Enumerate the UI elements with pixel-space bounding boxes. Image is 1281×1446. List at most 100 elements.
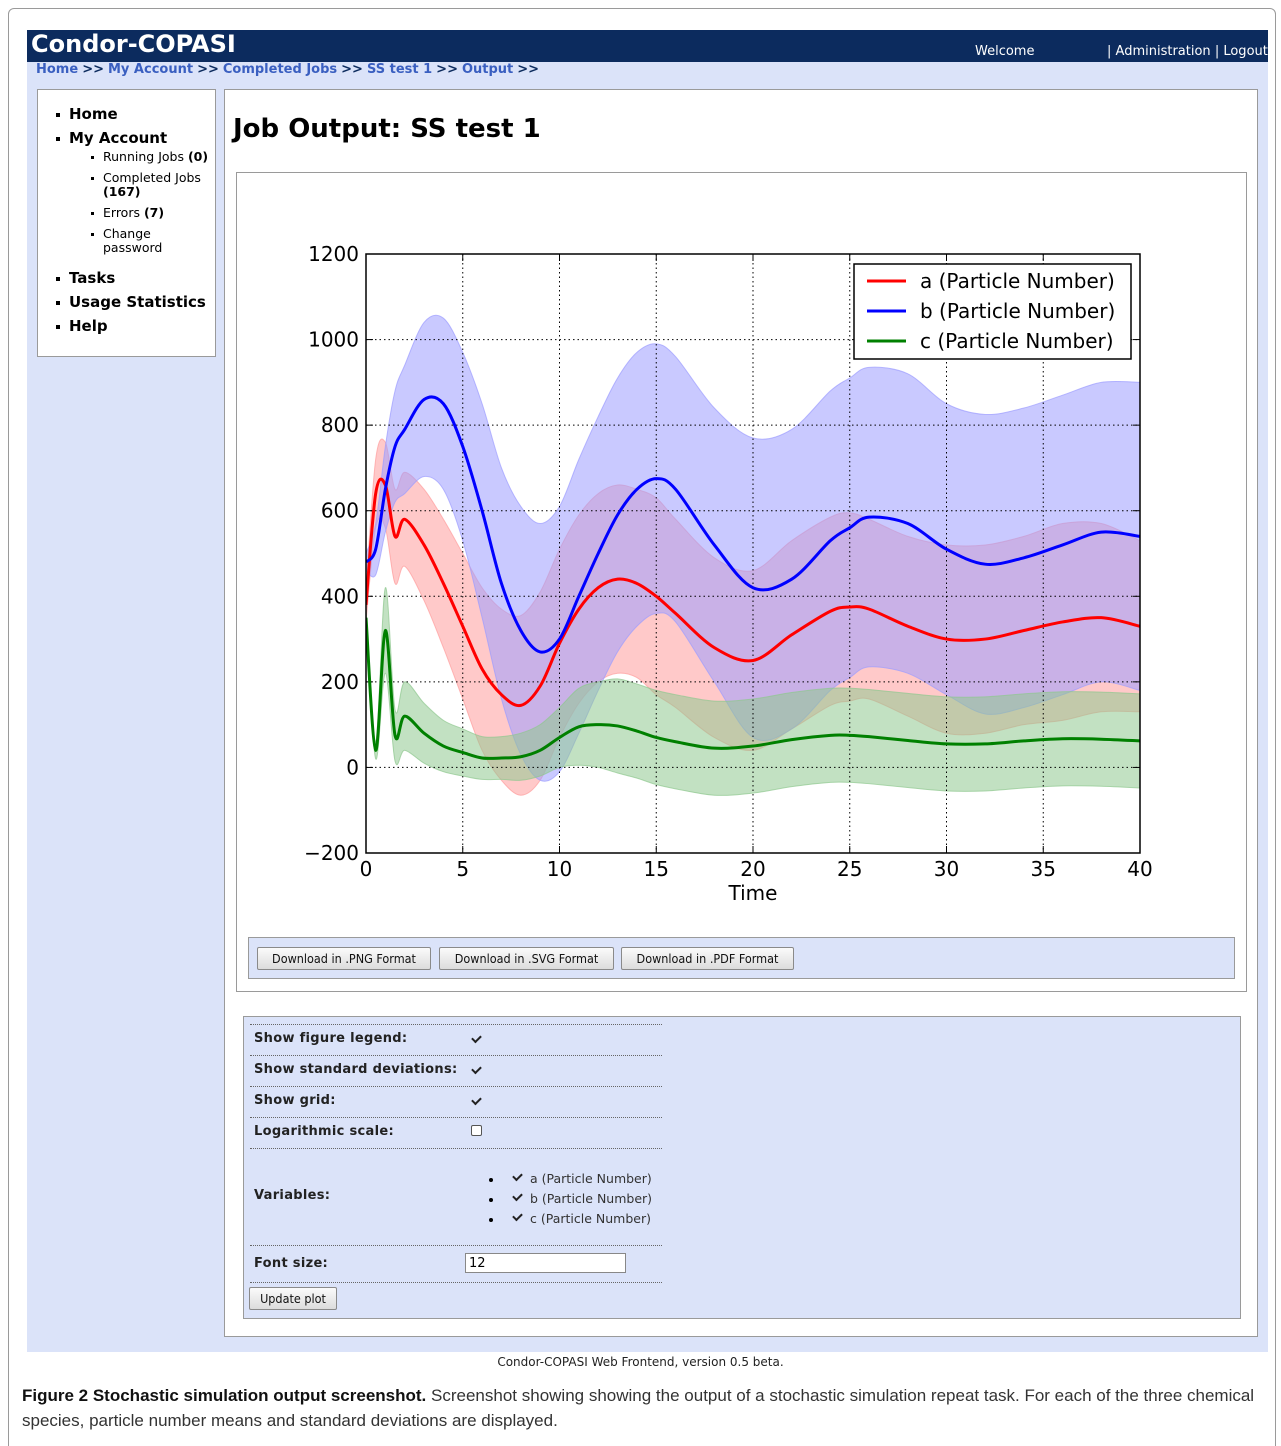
- menu-item: Home: [56, 102, 215, 126]
- menu-item: Tasks: [56, 266, 215, 290]
- download-button[interactable]: Download in .PDF Format: [621, 947, 794, 970]
- bullet: [489, 1218, 493, 1222]
- y-tick-label: 400: [321, 584, 359, 608]
- menu-item: My Account Running Jobs (0) Completed Jobs…: [56, 126, 215, 266]
- options-panel: Show figure legend: Show standard deviati…: [243, 1016, 1241, 1319]
- x-tick-label: 15: [644, 857, 669, 881]
- row-divider: [250, 1024, 662, 1025]
- row-divider: [250, 1282, 662, 1283]
- series-line: [366, 617, 1140, 760]
- checkbox[interactable]: [471, 1032, 482, 1044]
- y-tick-label: 1200: [308, 242, 359, 266]
- row-divider: [250, 1148, 662, 1149]
- submenu: Running Jobs (0) Completed Jobs (167) Erro…: [69, 150, 211, 266]
- variable-label: c (Particle Number): [530, 1211, 651, 1226]
- figure-frame: [8, 8, 1276, 1446]
- submenu-link[interactable]: Completed Jobs: [103, 170, 201, 185]
- legend-label: b (Particle Number): [920, 299, 1115, 323]
- menu-link[interactable]: Usage Statistics: [69, 293, 206, 311]
- checkbox[interactable]: [512, 1170, 523, 1182]
- variable-label: b (Particle Number): [530, 1191, 653, 1206]
- x-tick-label: 40: [1127, 857, 1152, 881]
- breadcrumb-separator: >>: [341, 62, 363, 77]
- menu-link[interactable]: Tasks: [69, 269, 116, 287]
- breadcrumb-link[interactable]: Completed Jobs: [222, 62, 338, 77]
- checkbox[interactable]: [471, 1125, 482, 1136]
- checkbox[interactable]: [471, 1094, 482, 1106]
- row-divider: [250, 1117, 662, 1118]
- menu-link[interactable]: My Account: [69, 129, 168, 147]
- update-button[interactable]: Update plot: [249, 1287, 337, 1310]
- y-tick-label: 800: [321, 413, 359, 437]
- breadcrumb-link[interactable]: SS test 1: [366, 62, 433, 77]
- y-tick-label: −200: [304, 841, 359, 865]
- plot-frame: [365, 253, 1141, 854]
- menu-link[interactable]: Home: [69, 105, 118, 123]
- logout-link[interactable]: Logout: [1223, 44, 1268, 59]
- breadcrumb: Home >> My Account >> Completed Jobs >> SS tes…: [36, 62, 543, 77]
- checkbox[interactable]: [512, 1210, 523, 1222]
- font-size-input[interactable]: 12: [465, 1253, 626, 1273]
- legend-label: c (Particle Number): [920, 329, 1114, 353]
- y-tick-label: 1000: [308, 328, 359, 352]
- breadcrumb-link[interactable]: My Account: [107, 62, 194, 77]
- breadcrumb-link[interactable]: Home: [36, 62, 79, 77]
- x-tick-label: 10: [547, 857, 572, 881]
- option-label: Variables:: [254, 1188, 331, 1203]
- submenu-item: Completed Jobs (167): [91, 171, 211, 199]
- welcome: Welcome: [975, 44, 1035, 59]
- y-tick-label: 0: [346, 755, 359, 779]
- x-tick-label: 30: [934, 857, 959, 881]
- x-tick-label: 35: [1031, 857, 1056, 881]
- submenu-link[interactable]: Change password: [103, 226, 163, 255]
- submenu-link[interactable]: Errors: [103, 205, 140, 220]
- header-links: | Administration | Logout: [1107, 44, 1268, 59]
- submenu-item: Change password: [91, 227, 211, 255]
- separator: |: [1214, 44, 1220, 59]
- bullet: [489, 1198, 493, 1202]
- row-divider: [250, 1245, 662, 1246]
- x-tick-label: 20: [740, 857, 765, 881]
- menu-item: Usage Statistics: [56, 290, 215, 314]
- option-label: Logarithmic scale:: [254, 1124, 394, 1139]
- breadcrumb-link[interactable]: Output: [461, 62, 514, 77]
- breadcrumb-separator: >>: [197, 62, 219, 77]
- variable-label: a (Particle Number): [530, 1171, 652, 1186]
- caption: Figure 2 Stochastic simulation output sc…: [22, 1383, 1267, 1433]
- download-button[interactable]: Download in .PNG Format: [257, 947, 431, 970]
- count: (0): [187, 149, 209, 164]
- count: (7): [143, 205, 165, 220]
- menu-link[interactable]: Help: [69, 317, 108, 335]
- checkbox[interactable]: [471, 1063, 482, 1075]
- option-label: Show figure legend:: [254, 1031, 408, 1046]
- plot-box: −200 0 200 400 600 800 1000 1200 0 5 10 15 20 25 30 35 4…: [236, 172, 1247, 992]
- caption-label: Figure 2 Stochastic simulation output sc…: [22, 1386, 427, 1405]
- row-divider: [250, 1055, 662, 1056]
- caption-text: Screenshot showing showing the output of…: [22, 1386, 1255, 1430]
- sidebar: Home My Account Running Jobs (0) Completed …: [37, 89, 216, 357]
- option-label: Show standard deviations:: [254, 1062, 458, 1077]
- header: Condor-COPASI Welcome | Administration |…: [27, 30, 1268, 62]
- submenu-item: Running Jobs (0): [91, 150, 211, 164]
- row-divider: [250, 1086, 662, 1087]
- count: (167): [103, 184, 141, 199]
- submenu-link[interactable]: Running Jobs: [103, 149, 184, 164]
- admin-link[interactable]: Administration: [1115, 44, 1211, 59]
- bullet: [489, 1178, 493, 1182]
- checkbox[interactable]: [512, 1190, 523, 1202]
- submenu-item: Errors (7): [91, 206, 211, 220]
- breadcrumb-separator: >>: [436, 62, 458, 77]
- x-axis-label: Time: [728, 881, 778, 905]
- separator: |: [1107, 44, 1112, 59]
- download-bar: Download in .PNG Format Download in .SVG …: [248, 937, 1235, 979]
- y-tick-label: 200: [321, 670, 359, 694]
- breadcrumb-separator: >>: [517, 62, 540, 77]
- breadcrumb-separator: >>: [82, 62, 104, 77]
- download-button[interactable]: Download in .SVG Format: [439, 947, 614, 970]
- option-label: Show grid:: [254, 1093, 336, 1108]
- y-tick-label: 600: [321, 499, 359, 523]
- site-title: Condor-COPASI: [31, 30, 236, 58]
- x-tick-label: 0: [360, 857, 373, 881]
